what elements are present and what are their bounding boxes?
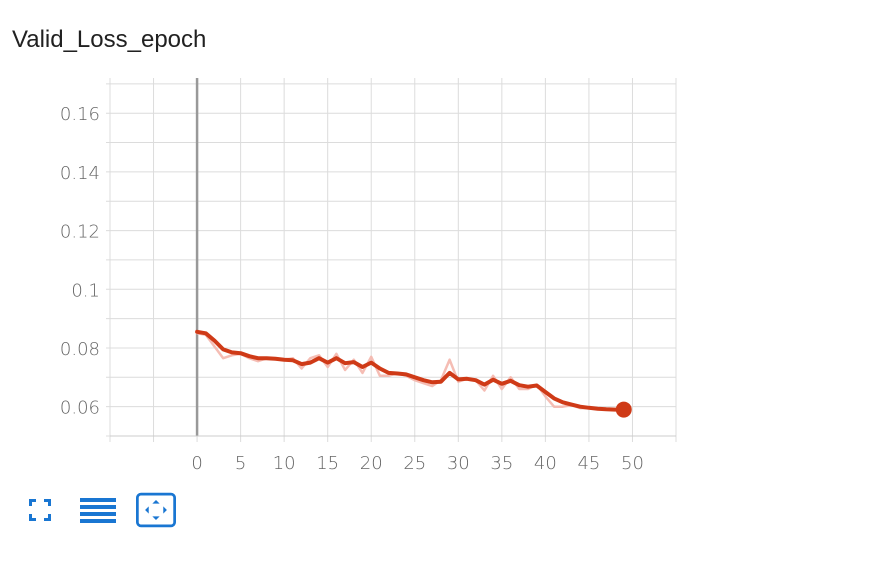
series-line-raw (195, 332, 626, 411)
chart-title: Valid_Loss_epoch (12, 26, 207, 53)
fullscreen-button[interactable] (20, 490, 60, 530)
y-tick-label: 0.08 (60, 339, 100, 360)
y-tick-label: 0.1 (71, 280, 100, 301)
x-tick-label: 15 (316, 453, 339, 474)
last-point-marker (615, 401, 632, 418)
x-tick-label: 50 (621, 453, 644, 474)
list-icon (80, 498, 116, 523)
y-tick-label: 0.14 (60, 163, 100, 184)
x-tick-label: 25 (403, 453, 426, 474)
x-tick-label: 10 (273, 453, 296, 474)
fit-domain-icon (136, 492, 176, 528)
grid (106, 78, 677, 442)
x-tick-label: 20 (360, 453, 383, 474)
fullscreen-icon (29, 499, 51, 521)
x-tick-label: 40 (534, 453, 557, 474)
x-tick-labels: 0 5 10 15 20 25 30 35 40 45 50 (191, 453, 644, 474)
y-tick-label: 0.16 (60, 104, 100, 125)
x-tick-label: 45 (577, 453, 600, 474)
series-lines (195, 329, 632, 418)
x-tick-label: 35 (490, 453, 513, 474)
x-tick-label: 5 (235, 453, 246, 474)
y-tick-labels: 0.06 0.08 0.1 0.12 0.14 0.16 (60, 104, 100, 418)
x-tick-label: 30 (447, 453, 470, 474)
series-line-smoothed (195, 329, 626, 412)
x-tick-label: 0 (191, 453, 202, 474)
y-tick-label: 0.12 (60, 222, 100, 243)
axes (110, 78, 676, 437)
fit-domain-button[interactable] (136, 490, 176, 530)
toggle-log-scale-button[interactable] (78, 490, 118, 530)
y-tick-label: 0.06 (60, 398, 100, 419)
chart-canvas[interactable]: 0 5 10 15 20 25 30 35 40 45 50 0.06 0.08 0.1 0.12 0.14… (0, 0, 887, 480)
chart-toolbar (20, 490, 194, 530)
